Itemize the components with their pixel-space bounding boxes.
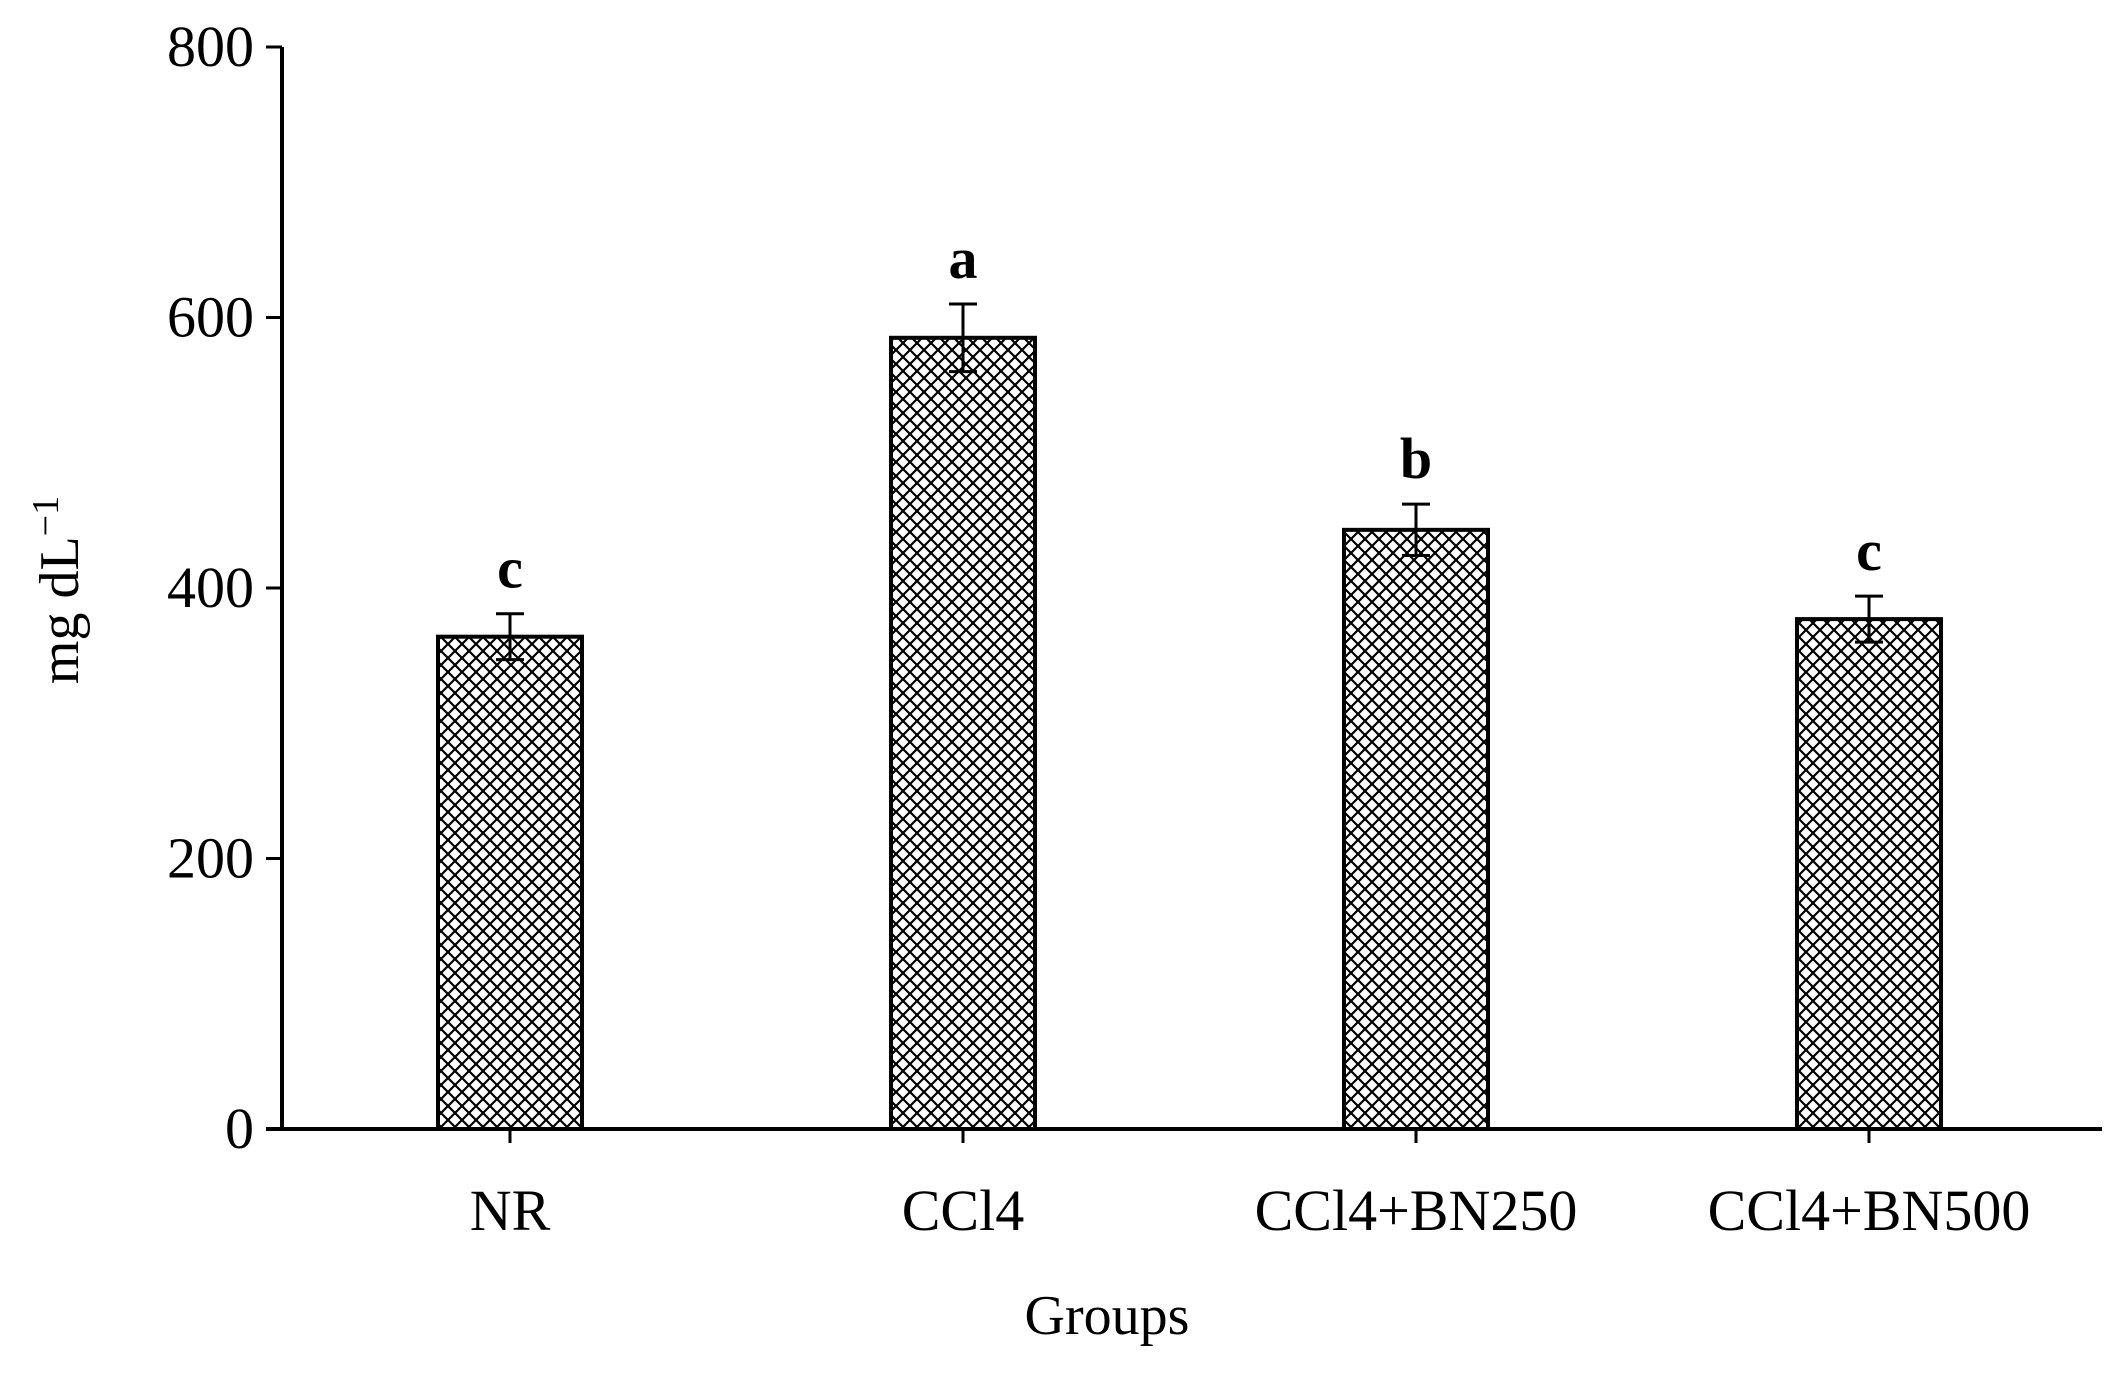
y-tick-label: 0 (225, 1096, 254, 1161)
plot-area: 0 200 400 600 800 c NR a CCl4 b CCl4+BN250 c CCl4+BN… (167, 14, 2102, 1243)
y-tick-label: 800 (167, 14, 254, 79)
x-tick-label: CCl4+BN250 (1255, 1178, 1578, 1243)
significance-letter: b (1400, 426, 1432, 491)
x-axis-label: Groups (1025, 1285, 1190, 1347)
y-tick-label: 400 (167, 555, 254, 620)
x-tick-label: NR (470, 1178, 551, 1243)
y-axis-label-text: mg dL (29, 536, 91, 684)
significance-letter: c (497, 536, 523, 601)
y-axis-label: mg dL−1 (25, 496, 91, 684)
bar (889, 335, 1037, 1132)
bar (1795, 617, 1943, 1131)
y-tick-label: 600 (167, 285, 254, 350)
y-tick-label: 200 (167, 826, 254, 891)
significance-letter: a (949, 226, 978, 291)
y-axis-label-superscript: −1 (25, 496, 67, 536)
x-tick-label: CCl4+BN500 (1708, 1178, 2031, 1243)
significance-letter: c (1856, 518, 1882, 583)
bar (1342, 527, 1490, 1131)
bar (436, 634, 584, 1131)
x-tick-label: CCl4 (902, 1178, 1025, 1243)
